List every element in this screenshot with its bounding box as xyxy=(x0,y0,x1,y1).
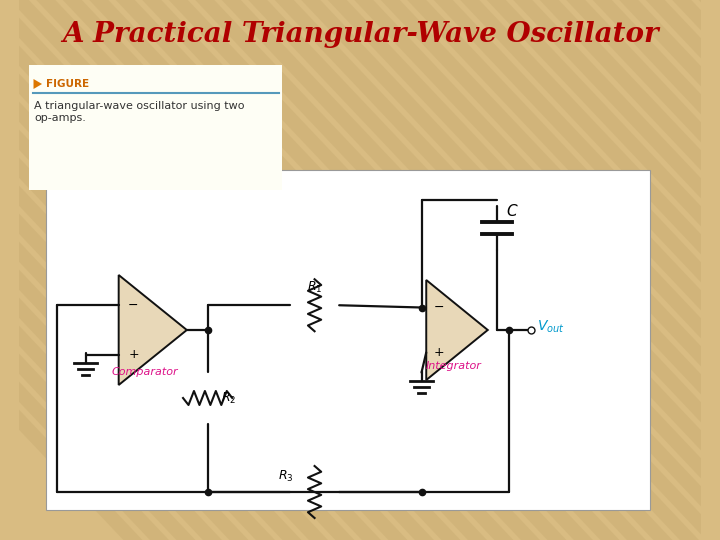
FancyBboxPatch shape xyxy=(29,65,282,190)
Text: −: − xyxy=(128,299,139,312)
Text: +: + xyxy=(128,348,139,361)
Polygon shape xyxy=(426,280,487,380)
Text: −: − xyxy=(434,301,444,314)
Text: C: C xyxy=(507,204,517,219)
Polygon shape xyxy=(119,275,186,385)
Text: $V_{out}$: $V_{out}$ xyxy=(537,319,564,335)
Text: A triangular-wave oscillator using two
op-amps.: A triangular-wave oscillator using two o… xyxy=(35,101,245,123)
Text: +: + xyxy=(434,346,444,359)
Text: Comparator: Comparator xyxy=(112,367,178,377)
Text: $R_1$: $R_1$ xyxy=(307,280,323,295)
Text: A Practical Triangular-Wave Oscillator: A Practical Triangular-Wave Oscillator xyxy=(62,21,658,48)
Text: FIGURE: FIGURE xyxy=(46,79,89,89)
Text: $R_2$: $R_2$ xyxy=(221,390,236,406)
Text: Integrator: Integrator xyxy=(426,361,482,371)
Polygon shape xyxy=(34,79,42,89)
Text: $R_3$: $R_3$ xyxy=(279,468,294,483)
FancyBboxPatch shape xyxy=(46,170,649,510)
